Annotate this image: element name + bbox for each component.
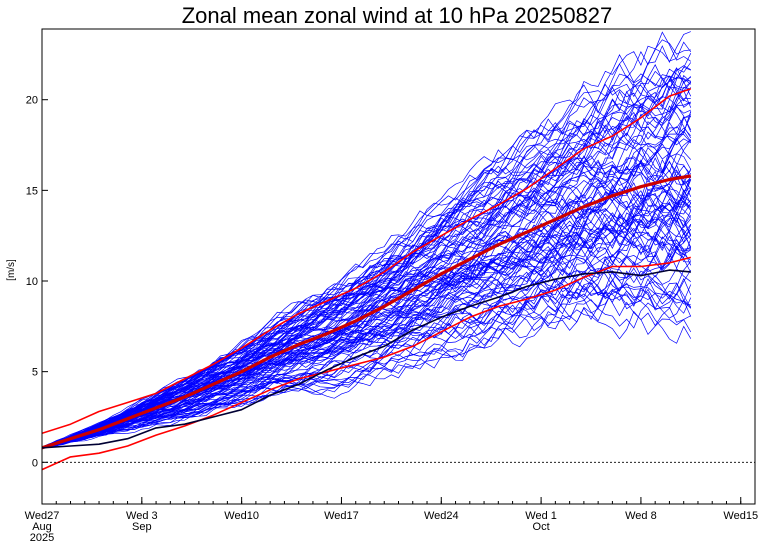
y-tick-label: 0 — [32, 457, 38, 469]
ensemble-member-line — [42, 75, 692, 449]
ensemble-member-line — [42, 105, 692, 449]
ensemble-member-line — [42, 115, 692, 449]
x-tick-label: Wed24 — [424, 510, 459, 522]
ensemble-member-line — [42, 83, 691, 448]
ensemble-member-line — [42, 133, 692, 449]
y-axis-ticks: 0 5 10 15 20 — [26, 95, 48, 469]
ensemble-member-line — [42, 228, 692, 449]
ensemble-member-line — [42, 114, 691, 448]
control-series-line — [42, 269, 691, 449]
x-tick-label: Oct — [533, 521, 550, 533]
upper-series-line — [42, 88, 692, 435]
ensemble-member-line — [42, 249, 692, 448]
mean-series-line — [42, 174, 692, 450]
y-tick-label: 5 — [32, 367, 38, 379]
x-tick-label: 2025 — [30, 532, 54, 544]
x-tick-label: Wed17 — [324, 510, 359, 522]
ensemble-member-line — [42, 170, 692, 448]
ensemble-member-line — [42, 282, 692, 449]
ensemble-member-line — [42, 41, 692, 448]
ensemble-member-line — [42, 31, 691, 449]
ensemble-member-line — [42, 203, 692, 448]
ensemble-member-line — [42, 244, 692, 448]
y-tick-label: 20 — [26, 95, 38, 107]
ensemble-member-line — [42, 269, 692, 448]
chart-title: Zonal mean zonal wind at 10 hPa 20250827 — [182, 3, 613, 28]
lower-series-line — [42, 256, 691, 471]
x-tick-label: Wed15 — [723, 510, 758, 522]
series-lines — [42, 88, 692, 471]
ensemble-member-line — [42, 157, 692, 449]
ensemble-members — [42, 31, 692, 450]
ensemble-member-line — [42, 78, 691, 449]
ensemble-member-line — [42, 268, 692, 449]
ensemble-member-line — [42, 64, 692, 448]
ensemble-member-line — [42, 241, 692, 448]
x-tick-label: Wed 3 — [126, 510, 158, 522]
ensemble-member-line — [42, 62, 692, 448]
x-tick-label: Aug — [32, 521, 52, 533]
y-tick-label: 15 — [26, 185, 38, 197]
ensemble-member-line — [42, 74, 692, 448]
x-tick-label: Sep — [132, 521, 152, 533]
x-tick-label: Wed10 — [224, 510, 259, 522]
x-tick-label: Wed 1 — [525, 510, 557, 522]
x-tick-label: Wed 8 — [625, 510, 657, 522]
ensemble-member-line — [42, 213, 692, 448]
y-axis-label: [m/s] — [6, 259, 17, 281]
y-tick-label: 10 — [26, 276, 38, 288]
ensemble-member-line — [42, 282, 691, 449]
ensemble-member-line — [42, 53, 692, 449]
x-tick-label: Wed27 — [25, 510, 60, 522]
ensemble-member-line — [42, 67, 692, 449]
